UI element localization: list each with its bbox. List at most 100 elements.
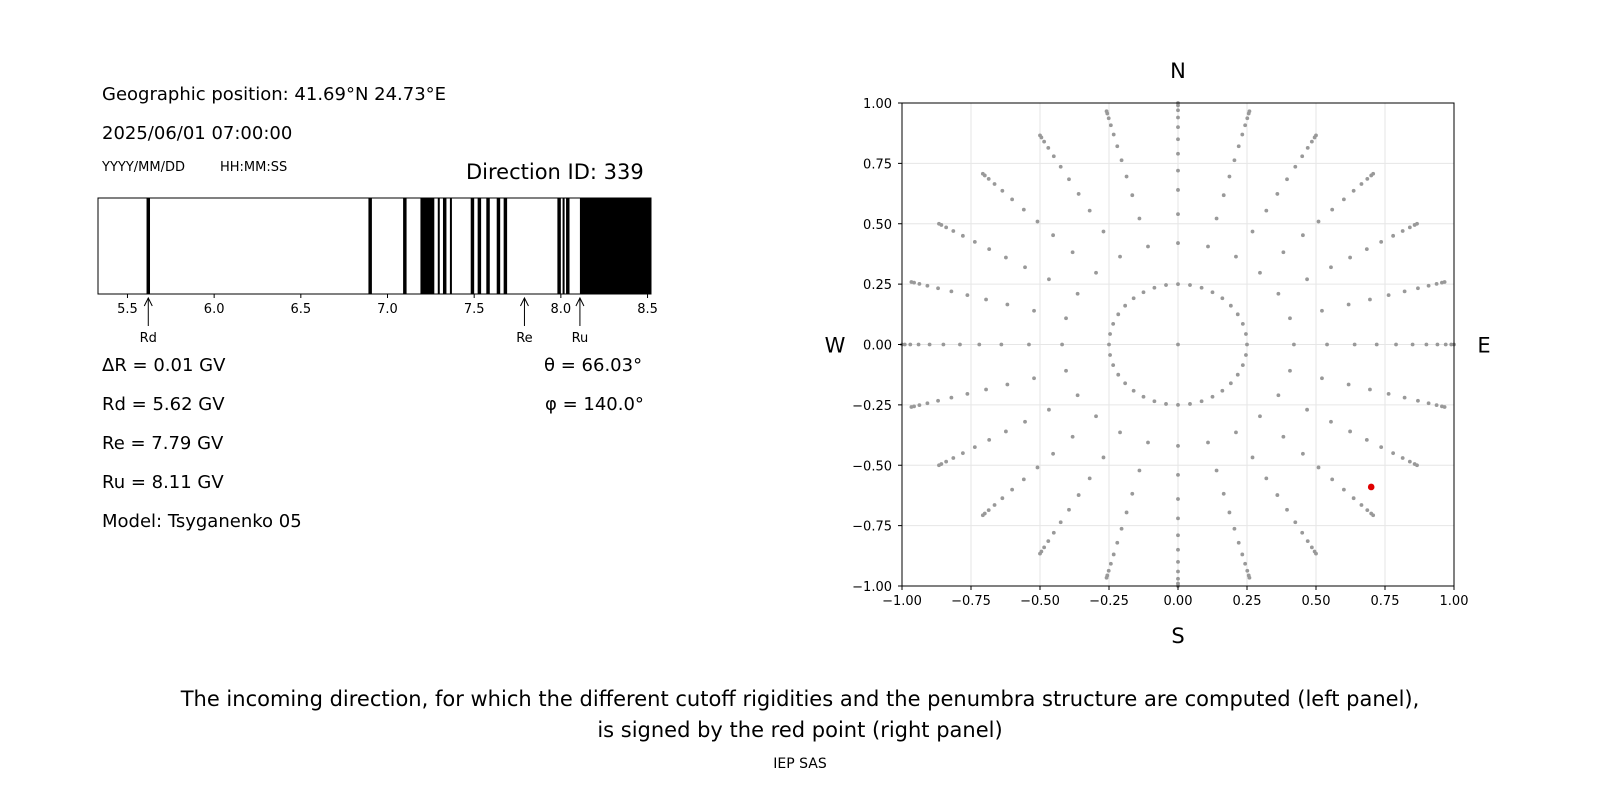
- phi-value: φ = 140.0°: [545, 394, 644, 415]
- grid-point: [1228, 303, 1233, 308]
- grid-point: [1391, 233, 1396, 238]
- grid-point: [1119, 158, 1124, 163]
- grid-point: [936, 286, 940, 291]
- grid-point: [1188, 402, 1192, 406]
- grid-point: [1075, 291, 1080, 296]
- grid-point: [949, 289, 954, 294]
- grid-point: [1137, 216, 1142, 221]
- grid-point: [1293, 164, 1298, 169]
- grid-point: [1038, 133, 1042, 138]
- grid-point: [1199, 285, 1204, 290]
- grid-point: [1325, 342, 1329, 347]
- grid-point: [1108, 353, 1112, 357]
- x-tick-label: 0.50: [1302, 594, 1331, 609]
- forbidden-band: [477, 198, 482, 294]
- grid-point: [1240, 321, 1245, 326]
- grid-point: [1415, 463, 1419, 468]
- grid-point: [958, 342, 962, 347]
- grid-point: [1130, 193, 1135, 198]
- forbidden-band: [437, 198, 440, 294]
- grid-point: [1206, 440, 1210, 445]
- grid-point: [1164, 402, 1168, 406]
- x-tick-label: −0.75: [951, 594, 991, 609]
- grid-point: [1210, 394, 1215, 399]
- grid-point: [1210, 290, 1215, 295]
- grid-point: [1087, 476, 1092, 481]
- x-tick-label: −0.25: [1089, 594, 1129, 609]
- grid-point: [1176, 559, 1180, 564]
- y-tick-label: −0.75: [852, 520, 892, 535]
- grid-point: [1116, 372, 1121, 377]
- model-name: Model: Tsyganenko 05: [102, 511, 302, 532]
- grid-point: [1106, 116, 1111, 121]
- x-tick-label: 8.0: [551, 302, 572, 317]
- grid-point: [1118, 430, 1122, 435]
- marker-label: Re: [516, 331, 532, 346]
- grid-point: [972, 239, 977, 244]
- grid-point: [1070, 434, 1075, 439]
- grid-point: [984, 387, 988, 392]
- grid-point: [1131, 388, 1136, 393]
- grid-point: [1010, 487, 1015, 492]
- forbidden-band: [368, 198, 372, 294]
- x-tick-label: 1.00: [1440, 594, 1469, 609]
- grid-point: [1042, 139, 1047, 144]
- x-tick-label: 8.5: [637, 302, 658, 317]
- grid-point: [1245, 342, 1249, 347]
- grid-point: [1236, 540, 1241, 545]
- grid-point: [1227, 510, 1232, 515]
- grid-point: [986, 508, 991, 513]
- grid-point: [1371, 513, 1376, 518]
- grid-point: [1106, 568, 1111, 573]
- grid-point: [1111, 552, 1116, 557]
- grid-point: [1442, 405, 1447, 409]
- grid-point: [1176, 473, 1180, 477]
- grid-point: [916, 342, 921, 347]
- grid-point: [1434, 403, 1439, 408]
- datetime: 2025/06/01 07:00:00: [102, 123, 293, 144]
- grid-point: [960, 451, 965, 456]
- grid-point: [1199, 399, 1204, 404]
- grid-point: [986, 176, 991, 181]
- y-tick-label: 1.00: [863, 97, 892, 112]
- forbidden-band: [496, 198, 501, 294]
- grid-point: [1235, 372, 1240, 377]
- grid-point: [1021, 207, 1026, 212]
- grid-point: [1379, 239, 1384, 244]
- grid-point: [1087, 208, 1092, 213]
- grid-point: [1108, 332, 1112, 336]
- grid-point: [1305, 277, 1309, 282]
- grid-point: [1281, 434, 1286, 439]
- grid-point: [1101, 229, 1106, 234]
- grid-point: [987, 247, 992, 252]
- grid-point: [1118, 254, 1122, 259]
- grid-point: [1243, 561, 1248, 566]
- grid-point: [1023, 419, 1027, 424]
- grid-point: [1240, 552, 1245, 557]
- grid-point: [1035, 219, 1040, 224]
- grid-point: [1176, 342, 1180, 347]
- grid-point: [1276, 291, 1281, 296]
- grid-point: [1305, 146, 1310, 150]
- grid-point: [1247, 109, 1252, 114]
- grid-point: [1141, 394, 1146, 399]
- grid-point: [1047, 407, 1051, 412]
- grid-point: [1176, 282, 1180, 287]
- grid-point: [1070, 250, 1075, 255]
- grid-point: [999, 342, 1004, 347]
- grid-point: [1346, 302, 1351, 307]
- grid-point: [1264, 476, 1269, 481]
- marker-label: Ru: [572, 331, 589, 346]
- grid-point: [980, 171, 985, 176]
- grid-point: [1108, 561, 1113, 566]
- grid-point: [1058, 520, 1063, 525]
- y-tick-label: −0.25: [852, 399, 892, 414]
- grid-point: [1005, 382, 1010, 387]
- grid-point: [1309, 545, 1314, 550]
- grid-point: [1067, 177, 1071, 182]
- grid-point: [1235, 312, 1240, 317]
- grid-point: [1400, 229, 1405, 233]
- grid-point: [1379, 445, 1384, 450]
- grid-point: [1146, 244, 1150, 249]
- grid-point: [1119, 526, 1124, 531]
